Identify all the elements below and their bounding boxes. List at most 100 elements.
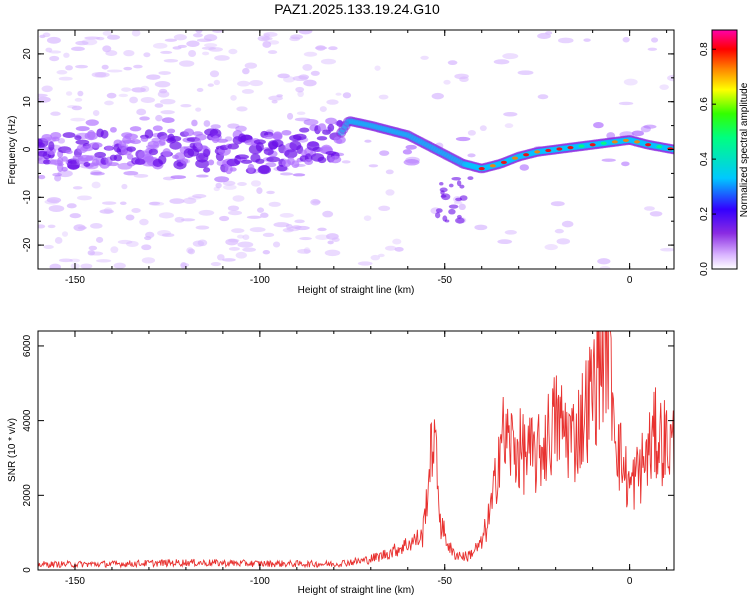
spectrogram-noise-blob xyxy=(90,222,103,229)
spectrogram-noise-blob xyxy=(71,46,85,52)
spectrogram-band-blob xyxy=(255,141,264,152)
spectrogram-noise-blob xyxy=(152,42,168,49)
spectrogram-noise-blob xyxy=(201,46,216,50)
spectrogram-band-blob xyxy=(148,148,159,156)
spectrogram-noise-blob xyxy=(155,114,163,122)
spectrogram-noise-blob xyxy=(402,149,413,155)
spectrogram-noise-blob xyxy=(292,75,308,82)
spectrogram-band-blob xyxy=(50,132,62,139)
spectrogram-trace-mid xyxy=(386,127,394,134)
spectrogram-noise-blob xyxy=(92,110,100,117)
colorbar-tick-label: 0.8 xyxy=(699,42,710,56)
spectrogram-trace-mid xyxy=(406,133,414,140)
spectrogram-noise-blob xyxy=(38,93,48,98)
spectrogram-x-label: Height of straight line (km) xyxy=(298,285,415,296)
spectrogram-noise-blob xyxy=(139,116,150,121)
spectrogram-trace-peak xyxy=(512,156,518,160)
spectrogram-band-blob xyxy=(281,129,292,136)
spectrogram-band-blob xyxy=(266,156,281,163)
spectrogram-trace-peak xyxy=(589,143,596,147)
spectrogram-noise-blob xyxy=(74,97,83,102)
spectrogram-band-blob xyxy=(257,165,272,175)
spectrogram-trace-mid xyxy=(424,142,432,149)
spectrogram-noise-blob xyxy=(191,119,198,127)
spectrogram-noise-blob xyxy=(223,184,237,190)
spectrogram-noise-blob xyxy=(249,227,266,233)
spectrogram-dip-blob xyxy=(439,187,448,193)
spectrogram-trace-mid xyxy=(430,145,438,152)
spectrogram-noise-blob xyxy=(174,216,185,223)
spectrogram-trace-mid xyxy=(417,139,425,146)
x-tick-label: -150 xyxy=(65,275,85,286)
spectrogram-trace-mid xyxy=(395,129,403,136)
spectrogram-band-blob xyxy=(80,145,94,152)
spectrogram-trace-mid xyxy=(344,119,352,126)
spectrogram-noise-blob xyxy=(149,201,161,206)
spectrogram-noise-blob xyxy=(47,224,56,229)
spectrogram-noise-blob xyxy=(75,64,88,69)
spectrogram-trace-mid xyxy=(359,121,367,128)
spectrogram-noise-blob xyxy=(236,234,245,239)
spectrogram-noise-blob xyxy=(161,233,175,238)
spectrogram-noise-blob xyxy=(503,112,518,117)
spectrogram-noise-blob xyxy=(90,171,105,176)
spectrogram-noise-blob xyxy=(192,33,203,38)
spectrogram-noise-blob xyxy=(242,234,250,240)
spectrogram-noise-blob xyxy=(131,208,141,213)
spectrogram-noise-blob xyxy=(232,195,245,202)
spectrogram-band-blob xyxy=(224,164,233,175)
spectrogram-noise-blob xyxy=(297,248,312,254)
spectrogram-trace-mid xyxy=(444,152,452,159)
spectrogram-noise-blob xyxy=(647,47,658,51)
spectrogram-noise-blob xyxy=(170,175,187,180)
spectrogram-noise-blob xyxy=(101,64,109,70)
spectrogram-noise-blob xyxy=(160,50,173,54)
spectrogram-noise-blob xyxy=(46,36,61,44)
colorbar-axis: 0.0 0.2 0.4 0.6 0.8 xyxy=(699,42,716,276)
spectrogram-noise-blob xyxy=(161,117,175,124)
spectrogram-noise-blob xyxy=(282,228,294,233)
spectrogram-noise-blob xyxy=(554,228,564,234)
spectrogram-noise-blob xyxy=(145,231,155,239)
spectrogram-band-blob xyxy=(108,162,119,167)
spectrogram-noise-blob xyxy=(214,55,230,61)
spectrogram-noise-blob xyxy=(230,95,237,101)
spectrogram-band-blob xyxy=(207,159,215,166)
y-tick-label: 20 xyxy=(22,48,33,60)
spectrogram-noise-blob xyxy=(107,34,121,40)
spectrogram-noise-blob xyxy=(261,36,273,41)
colorbar-tick-label: 0.2 xyxy=(699,207,710,221)
spectrogram-band-blob xyxy=(87,129,96,140)
spectrogram-noise-blob xyxy=(479,125,487,132)
spectrogram-noise-blob xyxy=(207,83,214,87)
spectrogram-noise-blob xyxy=(91,181,101,189)
snr-panel: -150 -100 -50 0 0 2000 4000 6000 Height of str… xyxy=(7,330,675,596)
spectrogram-noise-blob xyxy=(327,240,334,245)
spectrogram-dip-blob xyxy=(448,183,454,188)
spectrogram-trace-mid xyxy=(422,141,430,148)
spectrogram-noise-blob xyxy=(42,32,51,38)
spectrogram-band-blob xyxy=(110,126,117,133)
x-tick-label: 0 xyxy=(627,275,633,286)
spectrogram-noise-blob xyxy=(158,212,174,219)
spectrogram-noise-blob xyxy=(75,40,89,46)
spectrogram-band-blob xyxy=(124,133,138,140)
spectrogram-noise-blob xyxy=(256,207,265,213)
spectrogram-noise-blob xyxy=(325,117,337,125)
spectrogram-trace-mid xyxy=(379,125,387,132)
snr-frame xyxy=(37,330,675,571)
spectrogram-noise-blob xyxy=(169,198,185,204)
spectrogram-noise-blob xyxy=(73,224,86,232)
spectrogram-noise-blob xyxy=(89,251,104,256)
spectrogram-band-blob xyxy=(317,123,327,132)
spectrogram-trace-mid xyxy=(393,129,401,136)
spectrogram-noise-blob xyxy=(113,262,126,269)
spectrogram-trace-peak xyxy=(656,145,663,149)
spectrogram-noise-blob xyxy=(328,46,338,51)
spectrogram-noise-blob xyxy=(431,92,444,100)
spectrogram-noise-blob xyxy=(631,130,644,137)
spectrogram-noise-blob xyxy=(76,195,92,201)
spectrogram-trace-mid xyxy=(435,148,443,155)
y-tick-label: 0 xyxy=(22,146,33,152)
spectrogram-trace-mid xyxy=(397,130,405,137)
